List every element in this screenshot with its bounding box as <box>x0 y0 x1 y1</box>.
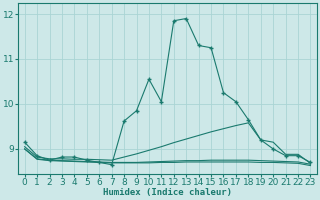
X-axis label: Humidex (Indice chaleur): Humidex (Indice chaleur) <box>103 188 232 197</box>
